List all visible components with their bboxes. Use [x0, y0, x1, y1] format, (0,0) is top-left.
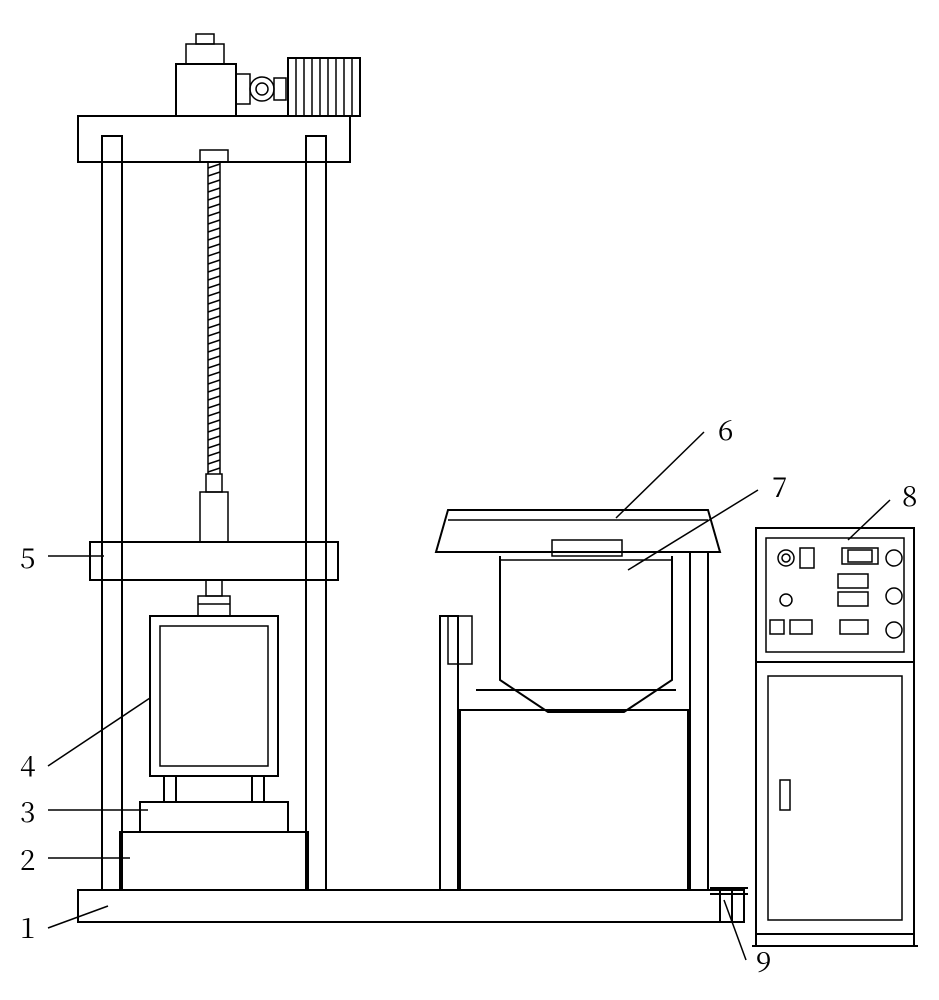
- callout-6: 6: [718, 409, 733, 449]
- callout-1: 1: [20, 907, 35, 947]
- callout-4: 4: [20, 745, 35, 785]
- callout-2: 2: [20, 839, 35, 879]
- callout-7: 7: [772, 466, 787, 506]
- callout-8: 8: [902, 475, 917, 515]
- callout-3: 3: [20, 791, 35, 831]
- leader-9: [724, 900, 746, 960]
- leader-4: [48, 698, 150, 766]
- leader-6: [616, 432, 704, 518]
- leader-8: [848, 500, 890, 540]
- callout-5: 5: [20, 537, 35, 577]
- callout-9: 9: [756, 941, 771, 981]
- leader-7: [628, 490, 758, 570]
